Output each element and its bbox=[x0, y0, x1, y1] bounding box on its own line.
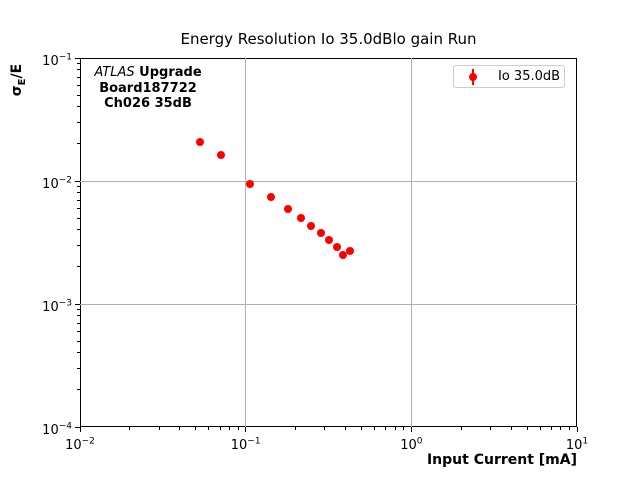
x-minor-tick bbox=[360, 427, 362, 430]
y-minor-tick bbox=[77, 367, 80, 369]
y-tick bbox=[75, 180, 80, 182]
y-minor-tick bbox=[77, 76, 80, 78]
y-minor-tick bbox=[77, 94, 80, 96]
x-minor-tick bbox=[229, 427, 231, 430]
annotation-text: ATLAS Upgrade Board187722 Ch026 35dB bbox=[87, 65, 209, 112]
x-minor-tick bbox=[568, 427, 570, 430]
gridline bbox=[80, 303, 577, 305]
y-minor-tick bbox=[77, 340, 80, 342]
data-point bbox=[217, 151, 226, 160]
data-point bbox=[346, 246, 355, 255]
legend: Io 35.0dB bbox=[453, 65, 565, 88]
y-tick bbox=[75, 57, 80, 59]
data-point bbox=[195, 137, 204, 146]
annotation-line-2: Board187722 bbox=[99, 80, 197, 96]
y-minor-tick bbox=[77, 199, 80, 201]
y-tick-label: 10−1 bbox=[42, 53, 72, 70]
ylabel-subscript: E bbox=[16, 78, 28, 86]
annotation-atlas: ATLAS bbox=[94, 65, 135, 80]
y-minor-tick bbox=[77, 143, 80, 145]
y-minor-tick bbox=[77, 266, 80, 268]
x-minor-tick bbox=[539, 427, 541, 430]
y-minor-tick bbox=[77, 322, 80, 324]
y-minor-tick bbox=[77, 330, 80, 332]
x-tick bbox=[410, 427, 412, 432]
x-minor-tick bbox=[237, 427, 239, 430]
x-minor-tick bbox=[460, 427, 462, 430]
x-minor-tick bbox=[526, 427, 528, 430]
x-minor-tick bbox=[385, 427, 387, 430]
y-minor-tick bbox=[77, 121, 80, 123]
gridline bbox=[245, 58, 247, 427]
x-minor-tick bbox=[560, 427, 562, 430]
y-minor-tick bbox=[77, 63, 80, 65]
y-minor-tick bbox=[77, 309, 80, 311]
x-minor-tick bbox=[344, 427, 346, 430]
errorbar-marker-icon bbox=[466, 69, 480, 85]
x-tick bbox=[245, 427, 247, 432]
annotation-line-1: ATLAS Upgrade bbox=[87, 65, 209, 81]
y-tick-label: 10−3 bbox=[42, 299, 72, 316]
y-minor-tick bbox=[77, 106, 80, 108]
y-minor-tick bbox=[77, 217, 80, 219]
x-minor-tick bbox=[129, 427, 131, 430]
y-tick-label: 10−2 bbox=[42, 176, 72, 193]
x-minor-tick bbox=[489, 427, 491, 430]
chart-title: Energy Resolution Io 35.0dBlo gain Run bbox=[180, 30, 477, 48]
y-minor-tick bbox=[77, 84, 80, 86]
y-minor-tick bbox=[77, 229, 80, 231]
data-point bbox=[317, 228, 326, 237]
x-minor-tick bbox=[510, 427, 512, 430]
legend-label: Io 35.0dB bbox=[498, 69, 561, 84]
annotation-line-3: Ch026 35dB bbox=[104, 96, 192, 111]
annotation-upgrade: Upgrade bbox=[134, 65, 202, 80]
ylabel-sigma: σ bbox=[9, 85, 25, 97]
data-point bbox=[332, 243, 341, 252]
x-tick-label: 10−2 bbox=[65, 437, 95, 454]
x-minor-tick bbox=[324, 427, 326, 430]
x-minor-tick bbox=[208, 427, 210, 430]
y-minor-tick bbox=[77, 186, 80, 188]
y-minor-tick bbox=[77, 315, 80, 317]
x-minor-tick bbox=[179, 427, 181, 430]
gridline bbox=[410, 58, 412, 427]
x-tick bbox=[576, 427, 578, 432]
data-point bbox=[297, 214, 306, 223]
x-minor-tick bbox=[195, 427, 197, 430]
x-tick-label: 10−1 bbox=[230, 437, 261, 454]
data-point bbox=[245, 180, 254, 189]
gridline bbox=[80, 180, 577, 182]
y-minor-tick bbox=[77, 389, 80, 391]
y-tick-label: 10−4 bbox=[42, 422, 72, 439]
x-minor-tick bbox=[219, 427, 221, 430]
x-minor-tick bbox=[295, 427, 297, 430]
x-minor-tick bbox=[374, 427, 376, 430]
y-minor-tick bbox=[77, 207, 80, 209]
x-axis-label: Input Current [mA] bbox=[426, 452, 577, 468]
data-point bbox=[283, 205, 292, 214]
x-tick bbox=[79, 427, 81, 432]
data-point bbox=[324, 236, 333, 245]
y-minor-tick bbox=[77, 192, 80, 194]
x-minor-tick bbox=[403, 427, 405, 430]
x-minor-tick bbox=[550, 427, 552, 430]
y-tick bbox=[75, 303, 80, 305]
x-minor-tick bbox=[394, 427, 396, 430]
y-minor-tick bbox=[77, 352, 80, 354]
plot-area bbox=[80, 58, 577, 427]
y-minor-tick bbox=[77, 244, 80, 246]
data-point bbox=[339, 251, 348, 260]
x-tick-label: 101 bbox=[565, 437, 589, 454]
y-minor-tick bbox=[77, 69, 80, 71]
data-point bbox=[266, 193, 275, 202]
errorbar-dot bbox=[469, 73, 477, 81]
data-point bbox=[307, 222, 315, 231]
y-tick bbox=[75, 426, 80, 428]
x-tick-label: 100 bbox=[400, 437, 423, 454]
x-minor-tick bbox=[158, 427, 160, 430]
